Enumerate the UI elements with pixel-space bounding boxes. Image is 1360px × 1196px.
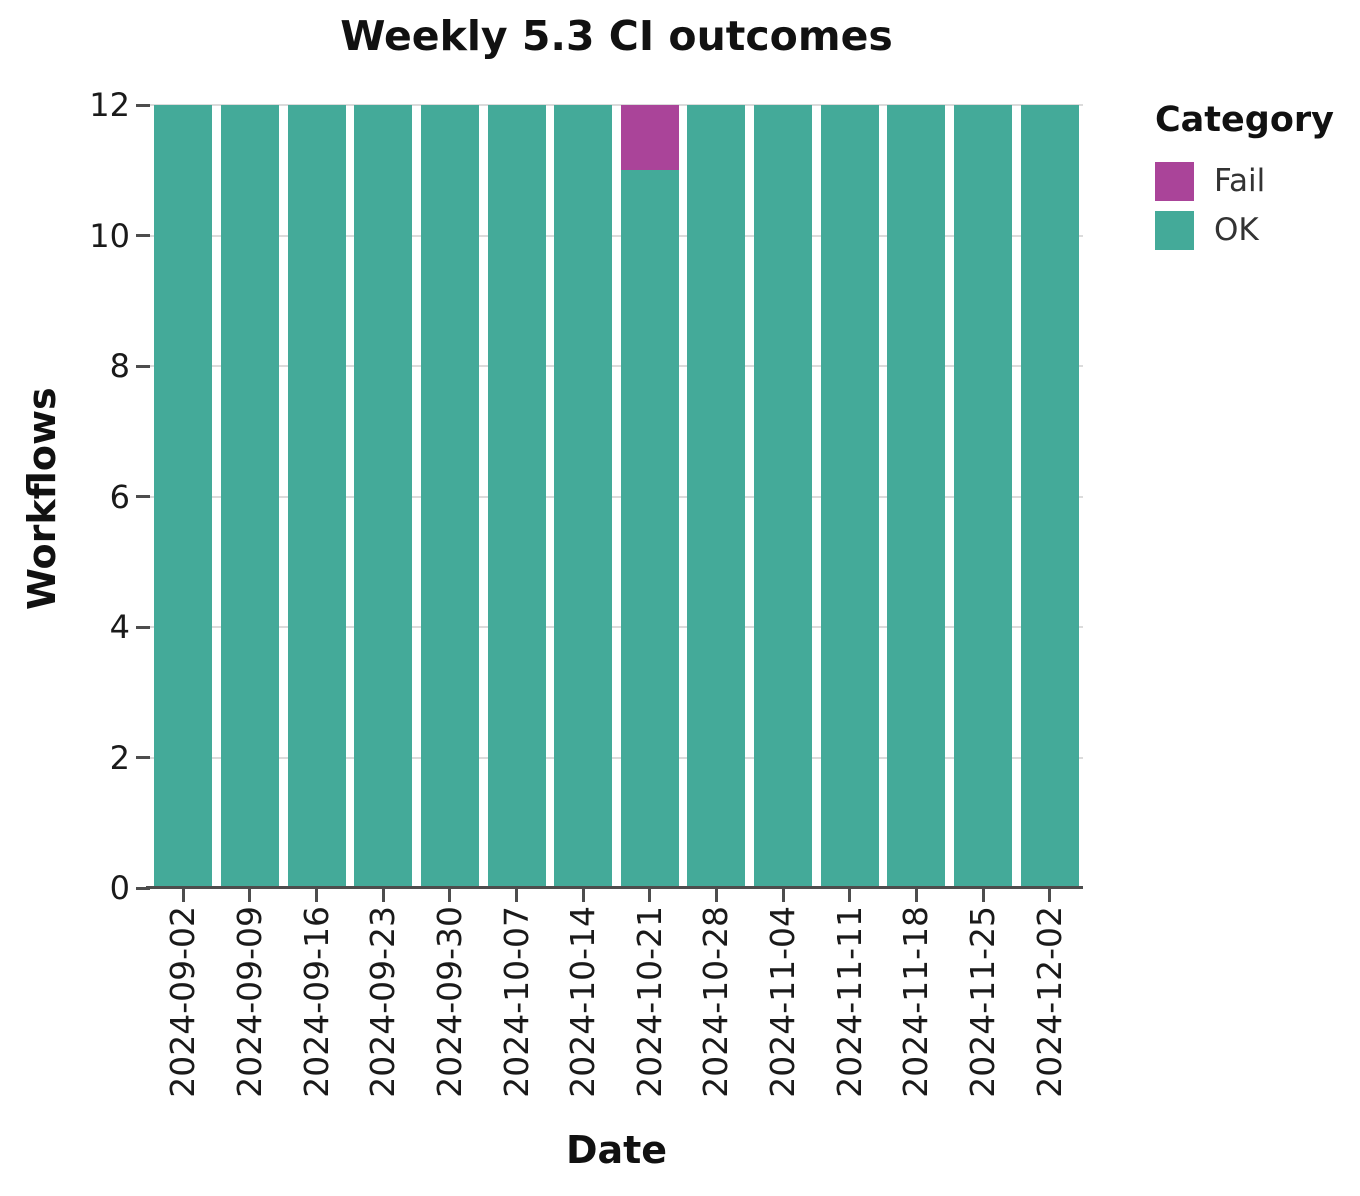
y-tick-mark-2 bbox=[136, 756, 150, 759]
legend-label-fail: Fail bbox=[1214, 163, 1266, 199]
x-tick-label-2024-10-28: 2024-10-28 bbox=[696, 906, 736, 1098]
x-tick-mark-2024-09-30 bbox=[448, 889, 452, 902]
gridline-y-8 bbox=[150, 365, 1083, 367]
bar-2024-09-02 bbox=[154, 105, 213, 888]
bar-segment-ok-2024-09-30 bbox=[420, 105, 479, 888]
bar-segment-ok-2024-10-28 bbox=[687, 105, 746, 888]
y-tick-label-8: 8 bbox=[109, 347, 130, 385]
x-tick-label-2024-10-07: 2024-10-07 bbox=[496, 906, 536, 1098]
bar-segment-ok-2024-11-18 bbox=[887, 105, 946, 888]
bar-segment-ok-2024-09-16 bbox=[287, 105, 346, 888]
bar-2024-09-16 bbox=[287, 105, 346, 888]
bar-2024-09-30 bbox=[420, 105, 479, 888]
x-tick-label-2024-09-23: 2024-09-23 bbox=[363, 906, 403, 1098]
bar-2024-11-04 bbox=[754, 105, 813, 888]
x-tick-label-2024-10-21: 2024-10-21 bbox=[629, 906, 669, 1098]
bar-2024-11-25 bbox=[954, 105, 1013, 888]
gridline-y-6 bbox=[150, 495, 1083, 498]
bar-segment-ok-2024-11-11 bbox=[820, 105, 879, 888]
chart-title: Weekly 5.3 CI outcomes bbox=[340, 12, 893, 60]
x-tick-mark-2024-09-23 bbox=[381, 889, 385, 902]
gridline-y-4 bbox=[150, 626, 1083, 628]
bar-2024-11-11 bbox=[820, 105, 879, 888]
x-tick-mark-2024-09-16 bbox=[315, 889, 319, 902]
x-tick-mark-2024-11-25 bbox=[981, 889, 985, 902]
bar-segment-ok-2024-11-25 bbox=[954, 105, 1013, 888]
bar-segment-ok-2024-11-04 bbox=[754, 105, 813, 888]
y-tick-label-2: 2 bbox=[109, 738, 130, 777]
y-tick-label-6: 6 bbox=[109, 477, 130, 516]
y-tick-mark-8 bbox=[136, 364, 150, 368]
x-tick-mark-2024-10-07 bbox=[515, 889, 519, 902]
legend-label-ok: OK bbox=[1214, 212, 1259, 248]
legend-item-ok: OK bbox=[1155, 211, 1355, 250]
bar-segment-ok-2024-12-02 bbox=[1020, 105, 1079, 888]
x-tick-mark-2024-10-14 bbox=[581, 889, 585, 902]
y-tick-mark-0 bbox=[136, 886, 150, 890]
x-tick-mark-2024-09-02 bbox=[181, 889, 185, 902]
x-tick-mark-2024-10-28 bbox=[714, 889, 718, 902]
gridline-y-12 bbox=[150, 104, 1083, 106]
bar-2024-10-14 bbox=[554, 105, 613, 888]
legend-items: Fail OK bbox=[1155, 162, 1355, 250]
x-tick-label-2024-10-14: 2024-10-14 bbox=[563, 906, 603, 1098]
plot-area bbox=[150, 104, 1083, 889]
y-tick-mark-10 bbox=[136, 234, 150, 237]
bar-segment-ok-2024-10-07 bbox=[487, 105, 546, 888]
bar-2024-10-21 bbox=[620, 105, 679, 888]
gridline-y-2 bbox=[150, 756, 1083, 759]
x-tick-mark-2024-12-02 bbox=[1048, 889, 1052, 902]
x-tick-mark-2024-09-09 bbox=[248, 889, 252, 902]
x-tick-mark-2024-11-18 bbox=[914, 889, 918, 902]
x-tick-label-2024-09-16: 2024-09-16 bbox=[296, 906, 336, 1098]
bar-2024-11-18 bbox=[887, 105, 946, 888]
x-axis-title: Date bbox=[565, 1128, 668, 1172]
bar-segment-ok-2024-09-09 bbox=[220, 105, 279, 888]
legend-title: Category bbox=[1155, 100, 1334, 140]
bar-2024-09-23 bbox=[354, 105, 413, 888]
y-tick-mark-4 bbox=[136, 625, 150, 629]
legend: Category Fail OK bbox=[1155, 100, 1355, 250]
x-tick-label-2024-09-09: 2024-09-09 bbox=[229, 906, 269, 1098]
x-tick-label-2024-11-04: 2024-11-04 bbox=[763, 906, 803, 1098]
bar-segment-fail-2024-10-21 bbox=[620, 105, 679, 171]
bar-2024-10-07 bbox=[487, 105, 546, 888]
x-tick-label-2024-09-02: 2024-09-02 bbox=[163, 906, 203, 1098]
x-tick-label-2024-12-02: 2024-12-02 bbox=[1029, 906, 1069, 1098]
bar-2024-12-02 bbox=[1020, 105, 1079, 888]
x-tick-label-2024-11-18: 2024-11-18 bbox=[896, 906, 936, 1098]
bar-2024-10-28 bbox=[687, 105, 746, 888]
y-tick-label-10: 10 bbox=[89, 216, 130, 255]
bar-segment-ok-2024-10-14 bbox=[554, 105, 613, 888]
y-tick-label-4: 4 bbox=[109, 608, 130, 646]
bar-segment-ok-2024-10-21 bbox=[620, 170, 679, 888]
x-tick-label-2024-11-25: 2024-11-25 bbox=[963, 906, 1003, 1098]
bar-segment-ok-2024-09-02 bbox=[154, 105, 213, 888]
legend-swatch-fail bbox=[1155, 162, 1194, 201]
x-tick-mark-2024-11-11 bbox=[848, 889, 852, 902]
legend-swatch-ok bbox=[1155, 211, 1194, 250]
bar-2024-09-09 bbox=[220, 105, 279, 888]
legend-item-fail: Fail bbox=[1155, 162, 1355, 201]
bar-segment-ok-2024-09-23 bbox=[354, 105, 413, 888]
x-tick-label-2024-09-30: 2024-09-30 bbox=[429, 906, 469, 1098]
x-tick-label-2024-11-11: 2024-11-11 bbox=[829, 906, 869, 1098]
x-tick-mark-2024-11-04 bbox=[781, 889, 785, 902]
y-tick-mark-12 bbox=[136, 103, 150, 107]
y-tick-mark-6 bbox=[136, 495, 150, 498]
y-tick-label-0: 0 bbox=[109, 869, 130, 907]
x-tick-mark-2024-10-21 bbox=[648, 889, 652, 902]
y-tick-label-12: 12 bbox=[89, 86, 130, 124]
x-axis-line bbox=[146, 886, 1083, 889]
gridline-y-10 bbox=[150, 234, 1083, 237]
